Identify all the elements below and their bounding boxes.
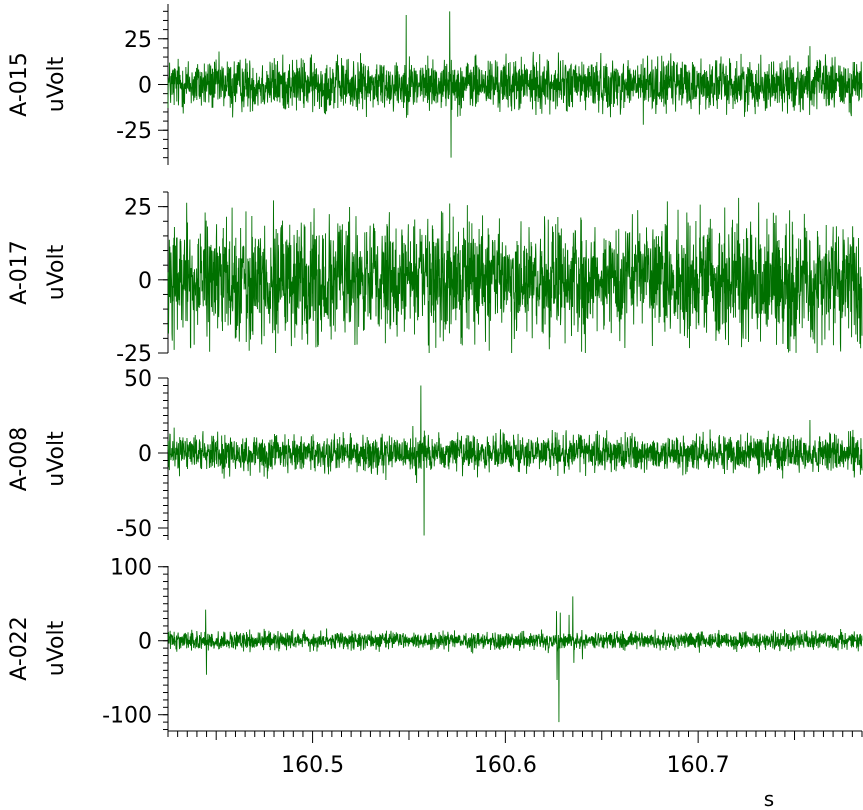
y-tick-label: 0 (138, 74, 152, 99)
channel-panel-a-022: 100 0 -100 A-022 uVolt (7, 556, 863, 731)
y-tick-label: -50 (116, 517, 152, 542)
y-tick-label: 0 (138, 630, 152, 655)
y-tick-label: 25 (124, 28, 152, 53)
channel-panel-a-017: 25 0 -25 A-017 uVolt (7, 191, 863, 367)
channel-name-label: A-017 (7, 240, 32, 305)
y-tick-label: -100 (102, 704, 152, 729)
y-tick-label: 0 (138, 269, 152, 294)
channel-unit-label: uVolt (44, 56, 69, 112)
signal-trace-a-022 (167, 596, 863, 723)
channel-name-label: A-008 (7, 427, 32, 492)
y-tick-label: 100 (110, 556, 152, 581)
x-tick-label: 160.7 (667, 753, 730, 778)
channel-panel-a-008: 50 0 -50 A-008 uVolt (7, 367, 863, 542)
x-tick-label: 160.6 (474, 753, 537, 778)
channel-name-label: A-022 (7, 616, 32, 681)
y-tick-label: -25 (116, 119, 152, 144)
x-axis-unit-label: s (764, 787, 774, 810)
channel-unit-label: uVolt (44, 244, 69, 300)
channel-unit-label: uVolt (44, 431, 69, 487)
signal-trace-a-015 (167, 11, 863, 158)
signal-trace-a-017 (167, 197, 863, 354)
x-axis: 160.5 160.6 160.7 s (167, 730, 863, 810)
x-tick-label: 160.5 (281, 753, 344, 778)
y-tick-label: 25 (124, 196, 152, 221)
channel-panel-a-015: 25 0 -25 A-015 uVolt (7, 4, 863, 165)
signal-trace-a-008 (167, 385, 863, 536)
y-tick-label: 50 (124, 367, 152, 392)
channel-unit-label: uVolt (44, 620, 69, 676)
y-tick-label: 0 (138, 442, 152, 467)
channel-name-label: A-015 (7, 52, 32, 117)
y-tick-label: -25 (116, 342, 152, 367)
